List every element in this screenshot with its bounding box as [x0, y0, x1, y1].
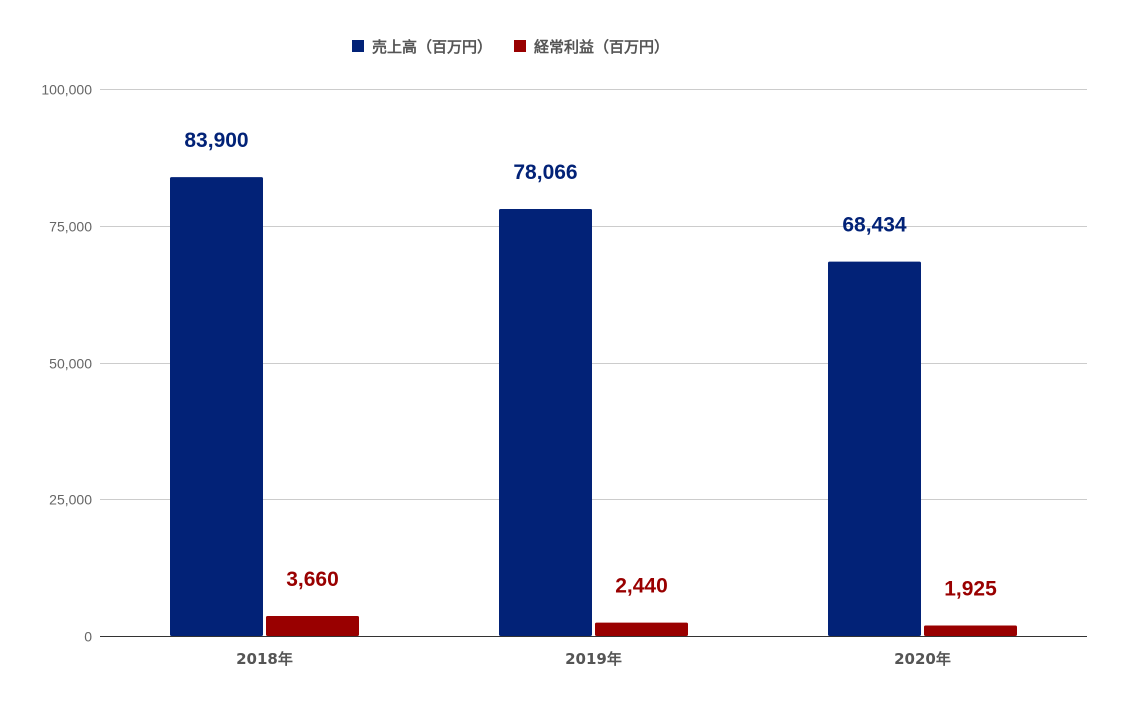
legend: 売上高（百万円） 経常利益（百万円） — [352, 38, 669, 56]
data-label: 1,925 — [944, 577, 997, 600]
legend-swatch — [514, 40, 526, 52]
gridlines — [100, 89, 1087, 500]
data-labels: 83,900 3,660 78,066 2,440 68,434 1,925 — [184, 129, 997, 600]
legend-swatch — [352, 40, 364, 52]
bar — [595, 622, 688, 636]
bars — [170, 177, 1017, 636]
data-label: 2,440 — [615, 575, 668, 598]
bar — [828, 261, 921, 636]
data-label: 83,900 — [184, 129, 248, 152]
y-axis-tick-labels: 0 25,000 50,000 75,000 100,000 — [41, 82, 92, 645]
y-tick-label: 100,000 — [41, 82, 92, 98]
legend-label: 売上高（百万円） — [372, 38, 492, 56]
data-label: 3,660 — [286, 568, 339, 591]
bar — [266, 615, 359, 636]
y-tick-label: 0 — [84, 629, 92, 645]
bar — [170, 177, 263, 636]
y-tick-label: 25,000 — [49, 492, 92, 508]
x-tick-label: 2019年 — [565, 650, 622, 668]
x-tick-label: 2018年 — [236, 650, 293, 668]
y-tick-label: 50,000 — [49, 356, 92, 372]
bar — [499, 208, 592, 636]
x-tick-label: 2020年 — [894, 650, 951, 668]
data-label: 68,434 — [842, 214, 907, 237]
x-axis-category-labels: 2018年 2019年 2020年 — [236, 650, 951, 668]
legend-label: 経常利益（百万円） — [534, 38, 669, 56]
y-tick-label: 75,000 — [49, 219, 92, 235]
bar — [924, 625, 1017, 636]
data-label: 78,066 — [513, 161, 577, 184]
